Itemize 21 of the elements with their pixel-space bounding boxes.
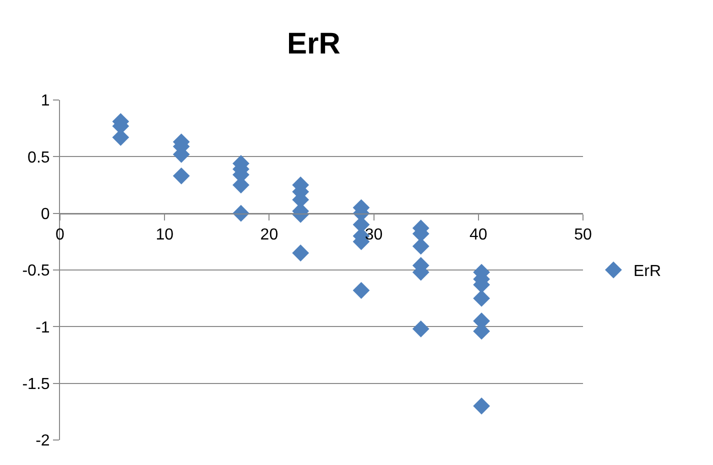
- legend-label: ErR: [633, 263, 662, 280]
- point: [473, 398, 490, 414]
- x-tick-label: 50: [574, 226, 592, 244]
- x-tick-label: 10: [156, 226, 174, 244]
- y-tick-label: 0.5: [28, 149, 50, 166]
- x-tick-label: 20: [260, 226, 278, 244]
- y-tick-label: -1: [36, 319, 50, 336]
- point: [232, 204, 250, 222]
- x-tick-label: 0: [56, 226, 65, 244]
- y-tick-label: 1: [40, 92, 50, 110]
- y-tick-label: -1.5: [22, 376, 50, 393]
- y-tick-label: -0.5: [22, 262, 50, 280]
- point: [352, 282, 370, 299]
- point: [292, 244, 310, 262]
- chart-title: ErR: [287, 28, 341, 61]
- point: [172, 167, 190, 184]
- point: [412, 320, 430, 338]
- point: [473, 290, 490, 307]
- y-tick-label: -2: [36, 432, 50, 450]
- x-tick-label: 40: [470, 226, 488, 244]
- y-tick-label: 0: [40, 206, 50, 223]
